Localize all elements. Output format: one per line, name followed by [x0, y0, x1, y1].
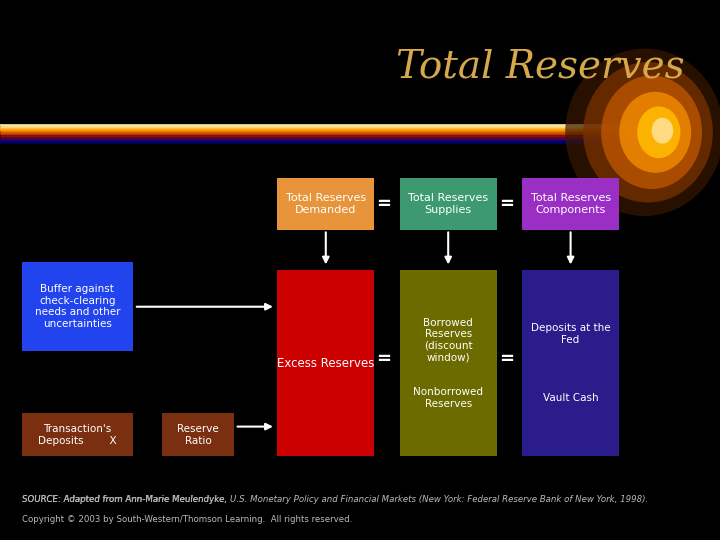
Text: Reserve
Ratio: Reserve Ratio	[177, 424, 219, 446]
Text: SOURCE: Adapted from Ann-Marie Meulendyke, U.S. Monetary Policy and Financial Ma: SOURCE: Adapted from Ann-Marie Meulendyk…	[22, 495, 648, 504]
Text: Borrowed
Reserves
(discount
window)


Nonborrowed
Reserves: Borrowed Reserves (discount window) Nonb…	[413, 318, 483, 409]
FancyBboxPatch shape	[162, 413, 234, 456]
FancyBboxPatch shape	[400, 270, 497, 456]
Ellipse shape	[652, 118, 673, 144]
Text: Total Reserves: Total Reserves	[396, 49, 684, 86]
Text: =: =	[499, 350, 513, 368]
Text: SOURCE: Adapted from Ann-Marie Meulendyke,: SOURCE: Adapted from Ann-Marie Meulendyk…	[22, 495, 229, 504]
Text: Total Reserves
Supplies: Total Reserves Supplies	[408, 193, 488, 215]
FancyBboxPatch shape	[22, 262, 133, 351]
Text: Deposits at the
Fed




Vault Cash: Deposits at the Fed Vault Cash	[531, 323, 611, 403]
Text: Buffer against
check-clearing
needs and other
uncertainties: Buffer against check-clearing needs and …	[35, 284, 120, 329]
Text: Excess Reserves: Excess Reserves	[277, 356, 374, 370]
FancyBboxPatch shape	[277, 270, 374, 456]
Text: =: =	[499, 195, 513, 213]
FancyBboxPatch shape	[400, 178, 497, 230]
Text: Total Reserves
Components: Total Reserves Components	[531, 193, 611, 215]
Text: Total Reserves
Demanded: Total Reserves Demanded	[286, 193, 366, 215]
FancyBboxPatch shape	[522, 270, 619, 456]
FancyBboxPatch shape	[522, 178, 619, 230]
Ellipse shape	[637, 106, 680, 158]
FancyBboxPatch shape	[22, 413, 133, 456]
Text: Transaction's
Deposits        X: Transaction's Deposits X	[38, 424, 117, 446]
Ellipse shape	[619, 92, 691, 173]
Text: =: =	[377, 350, 391, 368]
Ellipse shape	[601, 76, 702, 189]
Text: =: =	[377, 195, 391, 213]
FancyBboxPatch shape	[277, 178, 374, 230]
Ellipse shape	[583, 62, 713, 202]
Ellipse shape	[565, 49, 720, 216]
Text: Copyright © 2003 by South-Western/Thomson Learning.  All rights reserved.: Copyright © 2003 by South-Western/Thomso…	[22, 515, 352, 524]
